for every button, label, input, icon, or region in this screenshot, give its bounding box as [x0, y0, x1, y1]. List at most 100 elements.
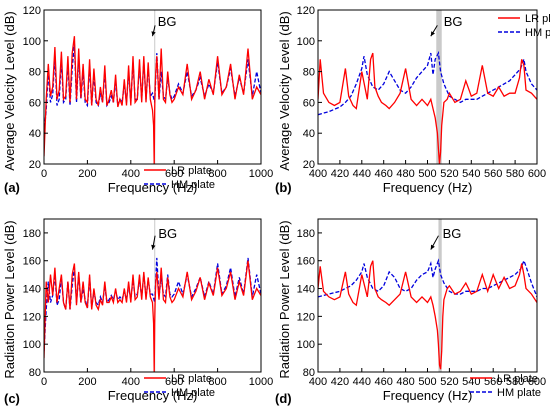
panel-letter: (b) [275, 180, 292, 195]
y-tick-label: 80 [29, 367, 41, 379]
bandgap-label: BG [444, 14, 463, 29]
x-tick-label: 600 [528, 168, 546, 180]
x-tick-label: 500 [418, 376, 436, 388]
y-axis-label: Radiation Power Level (dB) [277, 220, 292, 378]
panel-a: 0 200 400 600 800 1000 20 40 60 80 100 120 Frequency… [2, 5, 273, 195]
y-tick-label: 140 [23, 284, 41, 296]
y-tick-label: 60 [303, 97, 315, 109]
x-tick-label: 200 [78, 168, 96, 180]
series-lr-plate [318, 52, 537, 164]
x-tick-label: 520 [440, 168, 458, 180]
x-tick-label: 420 [331, 168, 349, 180]
legend-entry: HM plate [525, 27, 550, 39]
panel-letter: (a) [4, 180, 20, 195]
x-tick-label: 200 [78, 376, 96, 388]
legend: LR plate HM plate [144, 373, 215, 399]
x-tick-label: 560 [484, 168, 502, 180]
x-tick-label: 540 [462, 168, 480, 180]
legend-entry: LR plate [497, 373, 538, 385]
x-axis-label: Frequency (Hz) [108, 388, 198, 403]
x-tick-label: 420 [331, 376, 349, 388]
series-lr-plate [318, 260, 537, 370]
y-tick-label: 20 [29, 159, 41, 171]
legend: LR plate HM plate [470, 373, 541, 399]
y-tick-label: 180 [23, 228, 41, 240]
y-tick-label: 100 [297, 36, 315, 48]
x-tick-label: 580 [506, 168, 524, 180]
x-tick-label: 480 [396, 376, 414, 388]
y-tick-label: 80 [29, 67, 41, 79]
panel-b: 400 420 440 460 480 500 520 540 560 580 600 20 40 60 8… [275, 5, 550, 195]
bandgap-label: BG [443, 226, 462, 241]
series-hm-plate [318, 50, 537, 116]
x-tick-label: 460 [375, 168, 393, 180]
y-tick-label: 80 [303, 67, 315, 79]
legend-entry: HM plate [171, 179, 215, 191]
plot-frame [317, 9, 538, 165]
bandgap-label: BG [158, 14, 177, 29]
x-tick-label: 520 [440, 376, 458, 388]
x-tick-label: 1000 [249, 168, 273, 180]
y-tick-label: 160 [23, 256, 41, 268]
x-axis-label: Frequency (Hz) [383, 180, 473, 195]
y-tick-label: 60 [29, 97, 41, 109]
x-axis-label: Frequency (Hz) [383, 388, 473, 403]
bg-arrow-head [430, 244, 435, 250]
panel-c: 0 200 400 600 800 1000 80 100 120 140 160 180 Freque… [2, 218, 273, 406]
y-tick-label: 120 [297, 311, 315, 323]
x-tick-label: 560 [484, 376, 502, 388]
bg-arrow-head [151, 31, 156, 37]
x-tick-label: 440 [353, 168, 371, 180]
series-hm-plate [318, 258, 537, 298]
y-tick-label: 20 [303, 159, 315, 171]
x-tick-label: 580 [506, 376, 524, 388]
plot-frame [317, 218, 538, 373]
bg-arrow-head [151, 244, 156, 250]
y-tick-label: 120 [23, 5, 41, 17]
legend: LR plate HM plate [144, 165, 215, 191]
legend-entry: HM plate [497, 387, 541, 399]
bg-arrow-head [430, 31, 435, 37]
x-tick-label: 400 [309, 168, 327, 180]
y-axis-label: Radiation Power Level (dB) [2, 220, 17, 378]
series-lr-plate [44, 36, 261, 164]
y-tick-label: 120 [297, 5, 315, 17]
y-tick-label: 40 [303, 128, 315, 140]
panel-letter: (c) [4, 391, 20, 406]
x-tick-label: 0 [41, 376, 47, 388]
legend-entry: LR plate [171, 373, 212, 385]
y-tick-label: 100 [23, 36, 41, 48]
y-axis-label: Average Velocity Level (dB) [2, 11, 17, 170]
y-axis-label: Average Velocity Level (dB) [277, 11, 292, 170]
x-tick-label: 0 [41, 168, 47, 180]
panel-letter: (d) [275, 391, 292, 406]
series-lr-plate [44, 260, 261, 372]
x-tick-label: 600 [528, 376, 546, 388]
x-tick-label: 800 [208, 376, 226, 388]
x-axis-label: Frequency (Hz) [108, 180, 198, 195]
x-tick-label: 400 [122, 376, 140, 388]
y-tick-label: 160 [297, 256, 315, 268]
y-tick-label: 80 [303, 367, 315, 379]
x-tick-label: 600 [165, 376, 183, 388]
bandgap-band [438, 219, 442, 372]
x-tick-label: 800 [208, 168, 226, 180]
legend-entry: LR plate [171, 165, 212, 177]
x-tick-label: 600 [165, 168, 183, 180]
y-tick-label: 180 [297, 228, 315, 240]
panel-d: 400 420 440 460 480 500 520 540 560 580 600 80 100 12… [275, 218, 546, 406]
bandgap-band [436, 10, 442, 164]
x-tick-label: 480 [396, 168, 414, 180]
y-tick-label: 100 [297, 339, 315, 351]
legend-entry: LR plate [525, 13, 550, 25]
y-tick-label: 120 [23, 311, 41, 323]
legend: LR plate HM plate [498, 13, 550, 39]
plot-frame [43, 9, 262, 165]
x-tick-label: 500 [418, 168, 436, 180]
bandgap-label: BG [158, 226, 177, 241]
x-tick-label: 1000 [249, 376, 273, 388]
x-tick-label: 400 [309, 376, 327, 388]
x-tick-label: 400 [122, 168, 140, 180]
plot-frame [43, 218, 262, 373]
